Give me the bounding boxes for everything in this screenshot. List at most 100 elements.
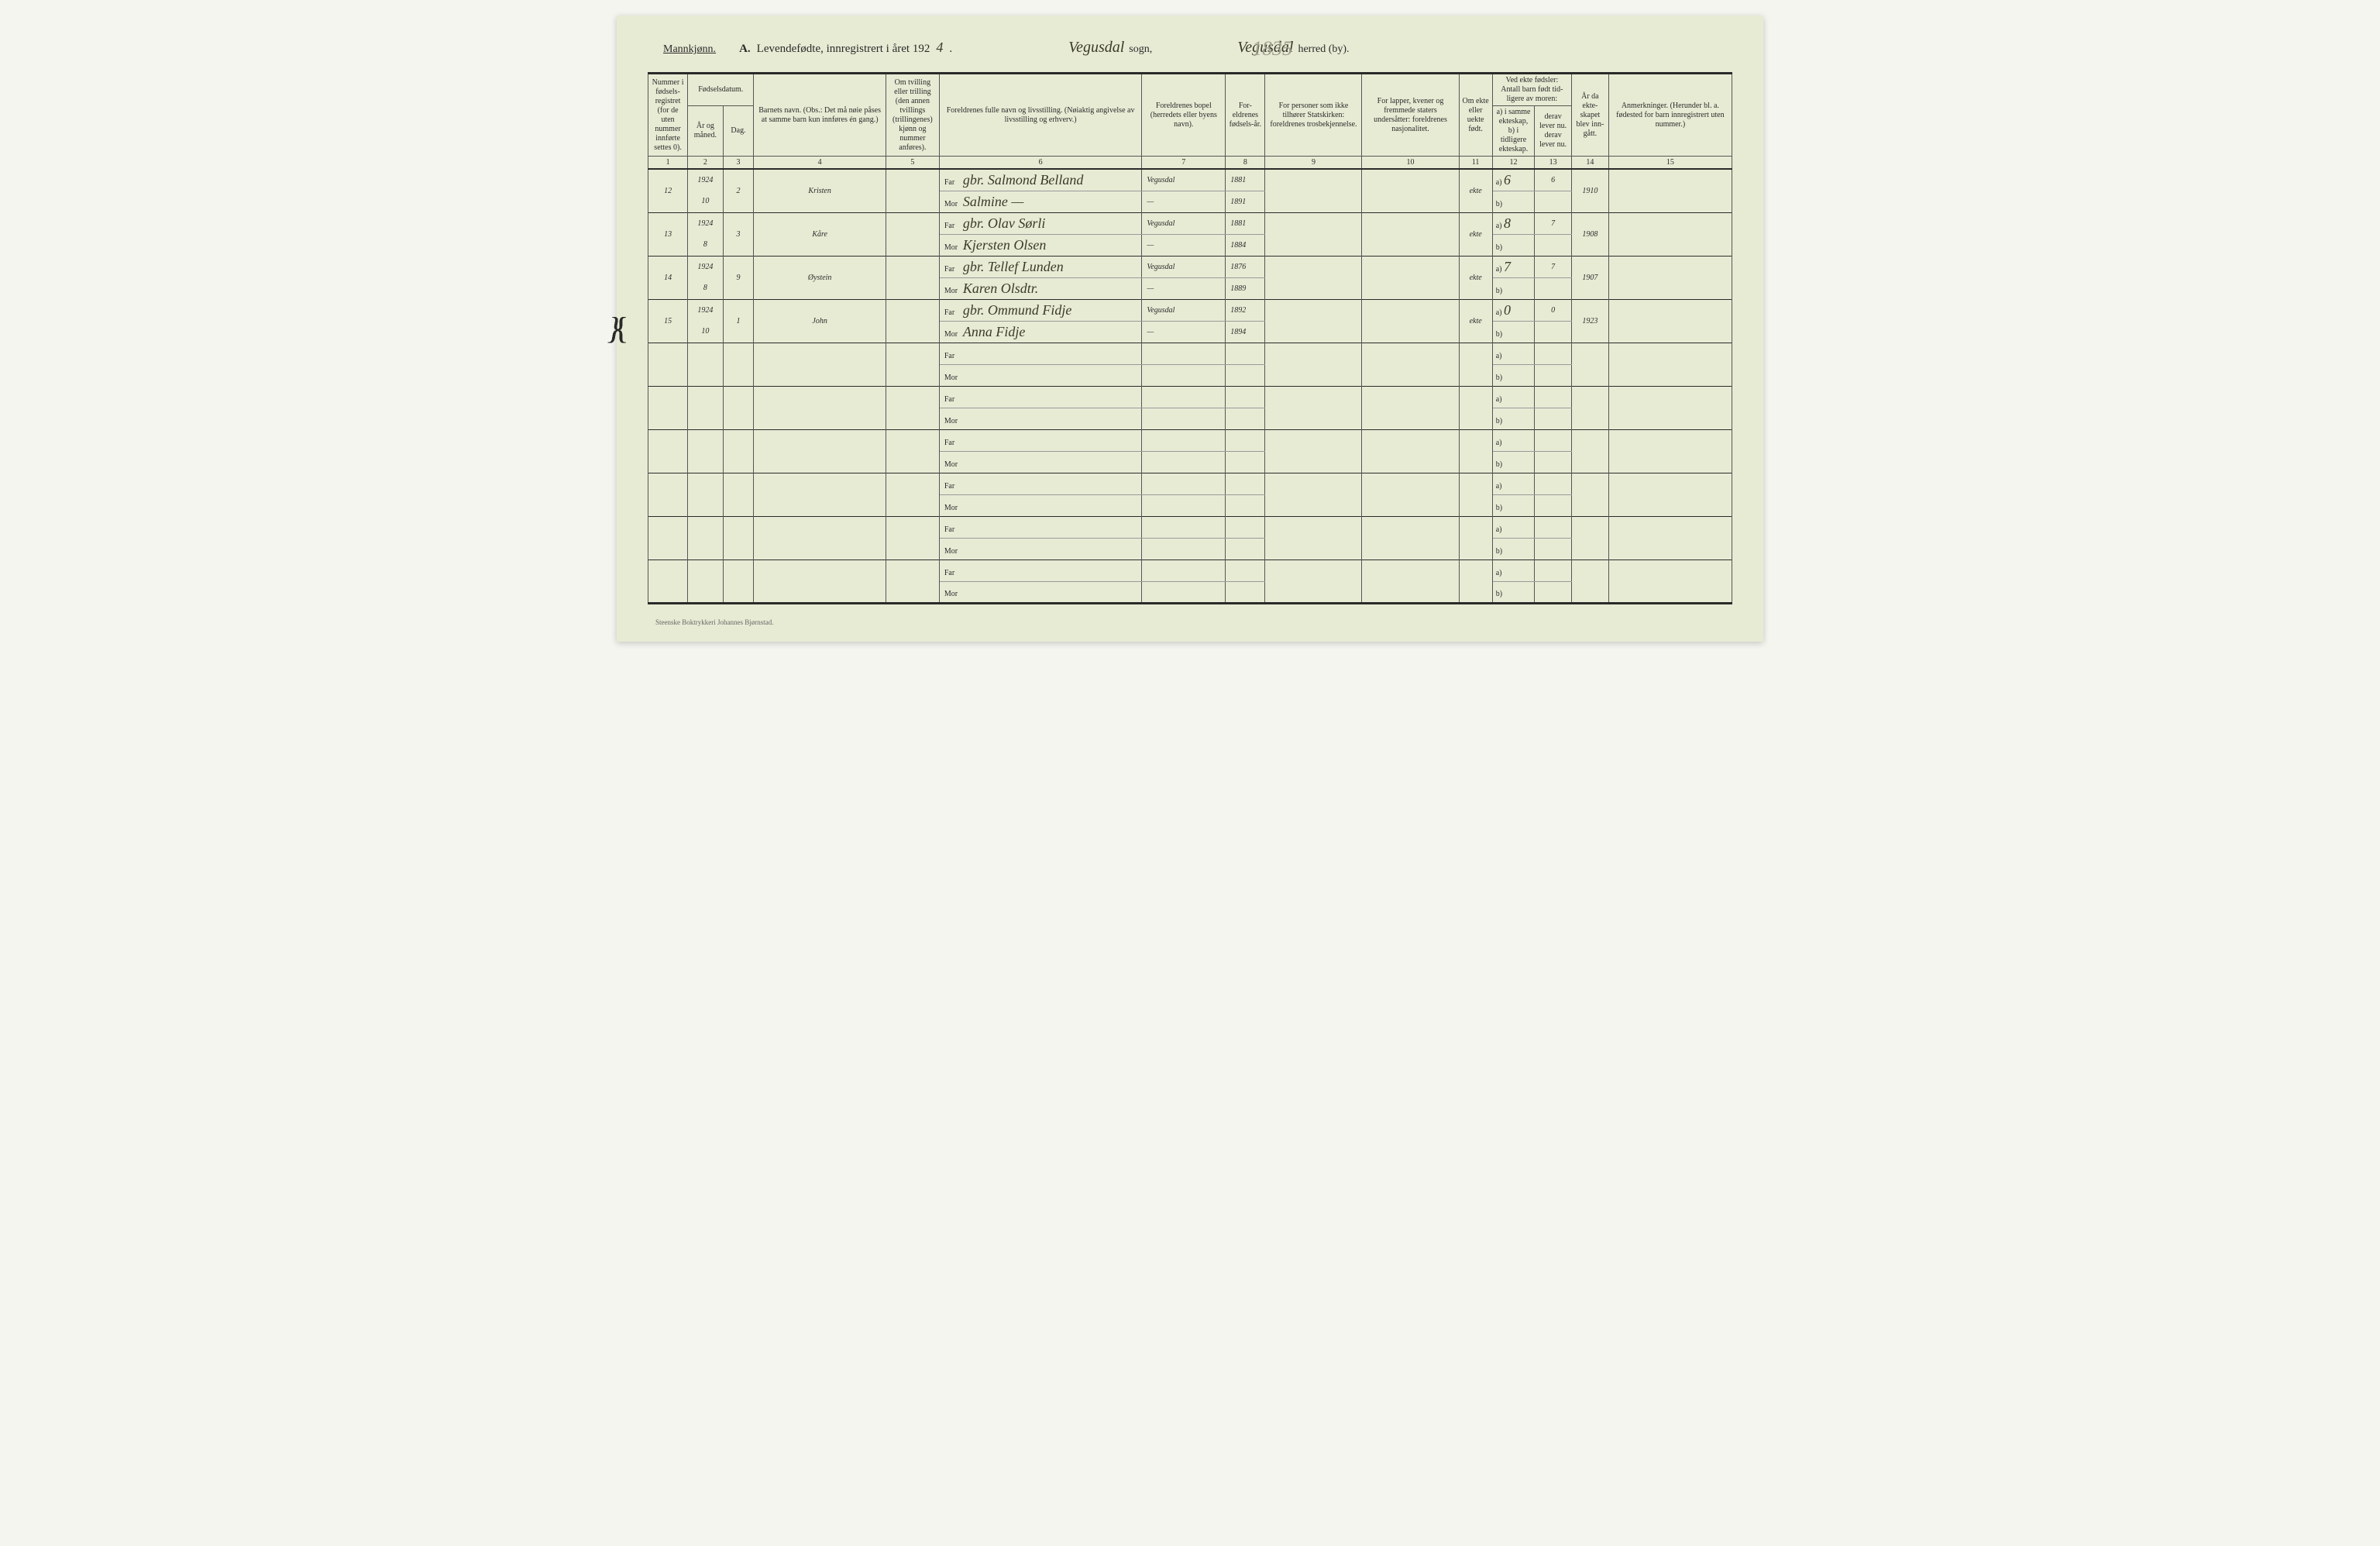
cell-a: a) 8 — [1492, 212, 1535, 234]
cell-fyear-mor — [1226, 538, 1265, 560]
cell-day: 1 — [723, 299, 754, 343]
colnum: 11 — [1459, 157, 1492, 170]
cell-ekte: }ekte — [1459, 212, 1492, 256]
cell-b-lev — [1535, 321, 1572, 343]
cell-ekte: } — [1459, 343, 1492, 386]
col-header-4: Barnets navn. (Obs.: Det må nøie påses a… — [754, 74, 886, 157]
cell-num: 14 — [648, 256, 688, 299]
colnum: 12 — [1492, 157, 1535, 170]
printer-credit: Steenske Boktrykkeri Johannes Bjørnstad. — [648, 618, 1732, 626]
cell-remarks — [1608, 256, 1732, 299]
cell-b: b) — [1492, 451, 1535, 473]
cell-fyear-far — [1226, 429, 1265, 451]
cell-fyear-far: 1881 — [1226, 169, 1265, 191]
page-header: Mannkjønn. A. Levendefødte, innregistrer… — [648, 39, 1732, 57]
cell-a: a) 7 — [1492, 256, 1535, 277]
cell-bopel-mor — [1142, 451, 1226, 473]
table-row: {Far}a) — [648, 343, 1732, 364]
cell-year: 1924 — [688, 256, 723, 277]
cell-month — [688, 494, 723, 516]
cell-a-lev — [1535, 429, 1572, 451]
cell-lapp — [1362, 212, 1459, 256]
cell-far: {Fargbr. Ommund Fidje — [939, 299, 1141, 321]
cell-fyear-far: 1881 — [1226, 212, 1265, 234]
cell-twin — [886, 473, 939, 516]
table-row: {Far}a) — [648, 560, 1732, 581]
cell-lapp — [1362, 343, 1459, 386]
cell-bopel-mor: — — [1142, 321, 1226, 343]
cell-b-lev — [1535, 451, 1572, 473]
cell-remarks — [1608, 560, 1732, 603]
col-header-6: Foreldrenes fulle navn og livsstilling. … — [939, 74, 1141, 157]
cell-rel — [1265, 169, 1362, 212]
col-header-2: År og måned. — [688, 106, 723, 157]
title-section: A. Levendefødte, innregistrert i året 19… — [739, 40, 952, 56]
cell-bopel-mor: — — [1142, 277, 1226, 299]
cell-marriage — [1572, 560, 1609, 603]
cell-year — [688, 429, 723, 451]
cell-lapp — [1362, 473, 1459, 516]
year-suffix: 4 — [936, 40, 943, 56]
cell-fyear-mor — [1226, 364, 1265, 386]
cell-marriage — [1572, 429, 1609, 473]
cell-day — [723, 429, 754, 473]
cell-a-lev: 0 — [1535, 299, 1572, 321]
colnum: 5 — [886, 157, 939, 170]
col-header-14: År da ekte-skapet blev inn-gått. — [1572, 74, 1609, 157]
cell-a: a) 6 — [1492, 169, 1535, 191]
sogn-label: sogn, — [1129, 43, 1152, 56]
cell-name — [754, 386, 886, 429]
cell-year — [688, 386, 723, 408]
cell-day: 3 — [723, 212, 754, 256]
cell-year — [688, 473, 723, 494]
cell-b: b) — [1492, 321, 1535, 343]
col-header-9: For personer som ikke tilhører Statskirk… — [1265, 74, 1362, 157]
cell-far: {Far — [939, 343, 1141, 364]
col-header-7: Foreldrenes bopel (herredets eller byens… — [1142, 74, 1226, 157]
cell-mor: Mor — [939, 451, 1141, 473]
register-table: Nummer i fødsels-registret (for de uten … — [648, 72, 1732, 604]
register-page: 1 83 5 Mannkjønn. A. Levendefødte, innregi… — [617, 15, 1763, 642]
cell-b: b) — [1492, 364, 1535, 386]
cell-far: {Far — [939, 386, 1141, 408]
cell-marriage — [1572, 386, 1609, 429]
col-header-8: For-eldrenes fødsels-år. — [1226, 74, 1265, 157]
cell-day: 9 — [723, 256, 754, 299]
cell-twin — [886, 560, 939, 603]
cell-name — [754, 516, 886, 560]
cell-a: a) 0 — [1492, 299, 1535, 321]
cell-num — [648, 473, 688, 516]
cell-fyear-far — [1226, 516, 1265, 538]
cell-b-lev — [1535, 538, 1572, 560]
table-row: {Far}a) — [648, 516, 1732, 538]
cell-name: Øystein — [754, 256, 886, 299]
cell-month — [688, 408, 723, 429]
colnum: 10 — [1362, 157, 1459, 170]
cell-bopel-mor: — — [1142, 234, 1226, 256]
cell-b: b) — [1492, 277, 1535, 299]
cell-mor: Mor — [939, 494, 1141, 516]
cell-rel — [1265, 299, 1362, 343]
cell-name: Kristen — [754, 169, 886, 212]
cell-a-lev: 6 — [1535, 169, 1572, 191]
cell-b-lev — [1535, 494, 1572, 516]
cell-mor: Mor — [939, 581, 1141, 603]
cell-fyear-mor: 1889 — [1226, 277, 1265, 299]
cell-fyear-far — [1226, 386, 1265, 408]
cell-lapp — [1362, 429, 1459, 473]
col-header-1: Nummer i fødsels-registret (for de uten … — [648, 74, 688, 157]
cell-a-lev — [1535, 343, 1572, 364]
cell-far: {Far — [939, 473, 1141, 494]
table-row: 1219242Kristen{Fargbr. Salmond BellandVe… — [648, 169, 1732, 191]
colnum: 15 — [1608, 157, 1732, 170]
col-header-10: For lapper, kvener og fremmede staters u… — [1362, 74, 1459, 157]
cell-b-lev — [1535, 408, 1572, 429]
cell-twin — [886, 299, 939, 343]
colnum: 13 — [1535, 157, 1572, 170]
cell-year — [688, 516, 723, 538]
cell-month: 8 — [688, 234, 723, 256]
cell-remarks — [1608, 473, 1732, 516]
cell-year — [688, 560, 723, 581]
table-row: 1419249Øystein{Fargbr. Tellef LundenVegu… — [648, 256, 1732, 277]
cell-bopel-mor — [1142, 538, 1226, 560]
